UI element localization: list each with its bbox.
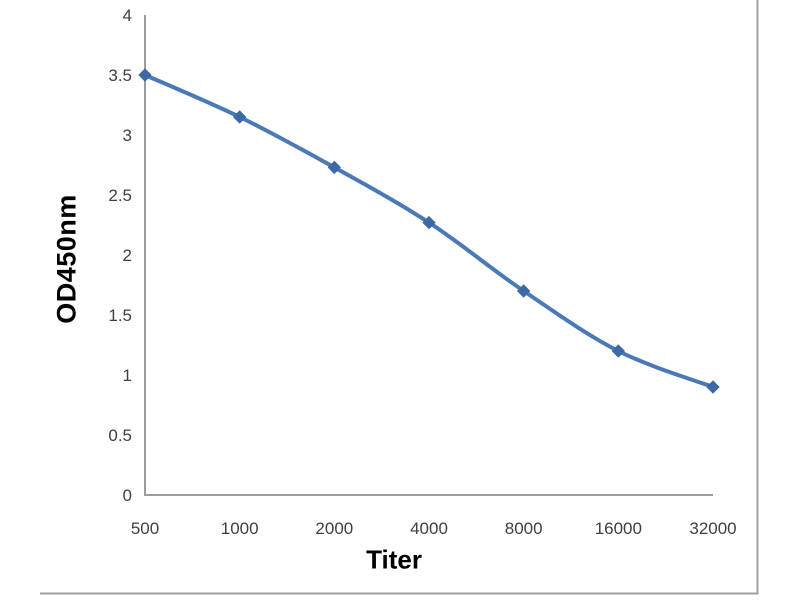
data-point-marker [327, 160, 342, 175]
x-tick-label: 8000 [505, 519, 543, 538]
x-tick-label: 4000 [410, 519, 448, 538]
y-tick-label: 3.5 [108, 66, 132, 85]
data-point-marker [232, 110, 247, 124]
y-tick-label: 2 [123, 246, 132, 265]
data-point-marker [706, 380, 720, 394]
y-tick-label: 0.5 [108, 426, 132, 445]
x-axis-title: Titer [366, 544, 422, 575]
data-point-marker [138, 68, 152, 82]
y-tick-label: 1 [123, 366, 132, 385]
data-point-marker [422, 215, 436, 230]
y-tick-label: 4 [123, 6, 132, 25]
x-tick-label: 16000 [595, 519, 642, 538]
series-line [143, 73, 715, 389]
y-tick-label: 2.5 [108, 186, 132, 205]
y-axis-title: OD450nm [51, 194, 82, 324]
y-tick-label: 1.5 [108, 306, 132, 325]
x-tick-label: 2000 [315, 519, 353, 538]
data-point-marker [611, 344, 626, 358]
y-tick-label: 3 [123, 126, 132, 145]
x-tick-label: 1000 [221, 519, 259, 538]
data-point-marker [516, 284, 531, 298]
x-tick-label: 32000 [689, 519, 736, 538]
x-tick-label: 500 [131, 519, 159, 538]
y-tick-label: 0 [123, 486, 132, 505]
